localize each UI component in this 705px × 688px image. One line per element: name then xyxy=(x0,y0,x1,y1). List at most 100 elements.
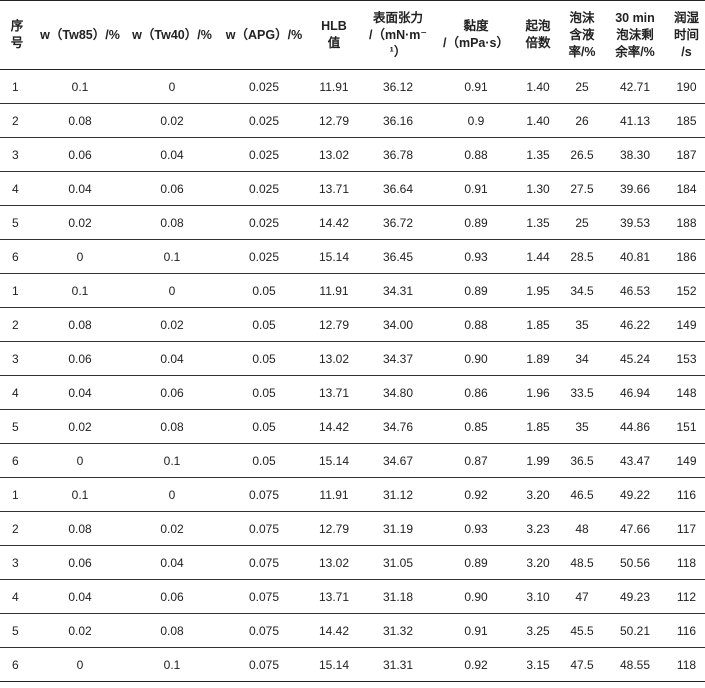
table-cell: 11.91 xyxy=(310,273,358,308)
table-cell: 46.94 xyxy=(602,375,668,410)
table-row: 6 0 0.1 0.05 15.14 34.67 0.87 1.99 36.5 43.47 149 xyxy=(0,443,705,478)
column-header: w（Tw40）/% xyxy=(126,0,218,70)
table-cell: 0 xyxy=(34,647,126,682)
table-row: 1 0.1 0 0.025 11.91 36.12 0.91 1.40 25 42.71 190 xyxy=(0,69,705,104)
table-cell: 46.22 xyxy=(602,307,668,342)
table-cell: 151 xyxy=(668,409,705,444)
table-cell: 3.20 xyxy=(514,477,562,512)
table-cell: 0.88 xyxy=(438,307,514,342)
table-cell: 0.1 xyxy=(34,69,126,104)
table-cell: 0.025 xyxy=(218,239,310,274)
table-cell: 0.93 xyxy=(438,239,514,274)
table-cell: 0.90 xyxy=(438,579,514,614)
table-cell: 0.075 xyxy=(218,477,310,512)
table-cell: 26 xyxy=(562,103,602,138)
table-row: 3 0.06 0.04 0.025 13.02 36.78 0.88 1.35 26.5 38.3… xyxy=(0,137,705,172)
table-cell: 28.5 xyxy=(562,239,602,274)
table-cell: 185 xyxy=(668,103,705,138)
table-cell: 0.87 xyxy=(438,443,514,478)
table-cell: 3.23 xyxy=(514,511,562,546)
table-cell: 0.08 xyxy=(126,613,218,648)
table-cell: 112 xyxy=(668,579,705,614)
table-cell: 14.42 xyxy=(310,409,358,444)
table-cell: 34 xyxy=(562,341,602,376)
table-cell: 6 xyxy=(0,647,34,682)
table-cell: 188 xyxy=(668,205,705,240)
table-cell: 0.08 xyxy=(126,205,218,240)
column-header: 序 号 xyxy=(0,0,34,70)
table-cell: 149 xyxy=(668,443,705,478)
table-cell: 0.1 xyxy=(34,477,126,512)
table-row: 5 0.02 0.08 0.025 14.42 36.72 0.89 1.35 25 39.53 1… xyxy=(0,205,705,240)
table-cell: 0.1 xyxy=(34,273,126,308)
table-cell: 47.66 xyxy=(602,511,668,546)
table-cell: 35 xyxy=(562,307,602,342)
column-header: 润湿 时间 /s xyxy=(668,0,705,70)
table-cell: 50.21 xyxy=(602,613,668,648)
table-cell: 190 xyxy=(668,69,705,104)
table-row: 2 0.08 0.02 0.05 12.79 34.00 0.88 1.85 35 46.22 14… xyxy=(0,307,705,342)
table-cell: 0.08 xyxy=(34,103,126,138)
table-cell: 0.075 xyxy=(218,545,310,580)
table-cell: 34.00 xyxy=(358,307,438,342)
table-cell: 39.66 xyxy=(602,171,668,206)
table-cell: 1.40 xyxy=(514,103,562,138)
table-cell: 3.20 xyxy=(514,545,562,580)
table-cell: 0.1 xyxy=(126,443,218,478)
table-cell: 0.05 xyxy=(218,375,310,410)
table-cell: 1.35 xyxy=(514,205,562,240)
table-cell: 5 xyxy=(0,409,34,444)
table-cell: 0.05 xyxy=(218,443,310,478)
table-cell: 0.02 xyxy=(34,613,126,648)
table-cell: 0.05 xyxy=(218,273,310,308)
table-cell: 15.14 xyxy=(310,443,358,478)
table-cell: 12.79 xyxy=(310,511,358,546)
table-cell: 153 xyxy=(668,341,705,376)
table-cell: 4 xyxy=(0,171,34,206)
table-cell: 0.91 xyxy=(438,69,514,104)
table-cell: 2 xyxy=(0,307,34,342)
table-cell: 3.15 xyxy=(514,647,562,682)
table-cell: 36.12 xyxy=(358,69,438,104)
table-cell: 35 xyxy=(562,409,602,444)
table-row: 6 0 0.1 0.025 15.14 36.45 0.93 1.44 28.5 40.81 186 xyxy=(0,239,705,274)
table-cell: 0.04 xyxy=(126,341,218,376)
table-cell: 0.04 xyxy=(126,137,218,172)
table-cell: 0.06 xyxy=(34,341,126,376)
table-cell: 48.5 xyxy=(562,545,602,580)
table-cell: 43.47 xyxy=(602,443,668,478)
table-cell: 3.25 xyxy=(514,613,562,648)
table-cell: 27.5 xyxy=(562,171,602,206)
table-row: 4 0.04 0.06 0.025 13.71 36.64 0.91 1.30 27.5 39.6… xyxy=(0,171,705,206)
table-cell: 1.99 xyxy=(514,443,562,478)
table-cell: 12.79 xyxy=(310,307,358,342)
table-cell: 116 xyxy=(668,613,705,648)
table-cell: 48.55 xyxy=(602,647,668,682)
table-cell: 0.05 xyxy=(218,409,310,444)
table-cell: 1.44 xyxy=(514,239,562,274)
table-cell: 1 xyxy=(0,273,34,308)
table-cell: 1.30 xyxy=(514,171,562,206)
table-cell: 0.08 xyxy=(34,511,126,546)
table-row: 3 0.06 0.04 0.05 13.02 34.37 0.90 1.89 34 45.24 15… xyxy=(0,341,705,376)
table-cell: 13.71 xyxy=(310,171,358,206)
table-cell: 5 xyxy=(0,613,34,648)
table-cell: 0.06 xyxy=(126,375,218,410)
table-cell: 33.5 xyxy=(562,375,602,410)
table-cell: 0.91 xyxy=(438,613,514,648)
table-cell: 15.14 xyxy=(310,239,358,274)
column-header: w（APG）/% xyxy=(218,0,310,70)
table-cell: 2 xyxy=(0,511,34,546)
table-cell: 31.18 xyxy=(358,579,438,614)
table-cell: 44.86 xyxy=(602,409,668,444)
table-cell: 0 xyxy=(126,273,218,308)
table-cell: 3 xyxy=(0,341,34,376)
table-cell: 25 xyxy=(562,69,602,104)
table-cell: 0.075 xyxy=(218,579,310,614)
table-cell: 152 xyxy=(668,273,705,308)
table-cell: 0.9 xyxy=(438,103,514,138)
table-cell: 0.90 xyxy=(438,341,514,376)
column-header: HLB 值 xyxy=(310,0,358,70)
table-cell: 36.16 xyxy=(358,103,438,138)
